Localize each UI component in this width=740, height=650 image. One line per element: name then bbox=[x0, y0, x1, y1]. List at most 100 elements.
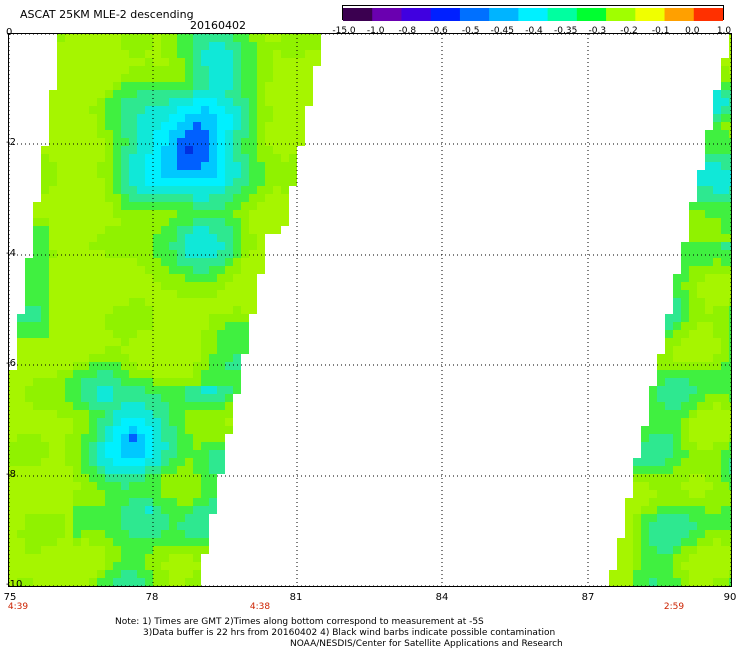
swath-cell bbox=[57, 490, 65, 498]
swath-cell bbox=[81, 498, 89, 506]
swath-cell bbox=[673, 410, 681, 418]
swath-cell bbox=[625, 514, 633, 522]
swath-cell bbox=[113, 498, 121, 506]
swath-cell bbox=[161, 514, 169, 522]
swath-cell bbox=[193, 562, 201, 570]
swath-cell bbox=[249, 122, 257, 130]
swath-cell bbox=[129, 410, 137, 418]
swath-cell bbox=[89, 330, 97, 338]
swath-cell bbox=[153, 98, 161, 106]
swath-cell bbox=[721, 386, 729, 394]
swath-cell bbox=[673, 394, 681, 402]
swath-cell bbox=[57, 194, 65, 202]
swath-cell bbox=[129, 314, 137, 322]
colorbar-tick-label: -0.5 bbox=[461, 26, 480, 36]
swath-cell bbox=[297, 34, 305, 42]
swath-cell bbox=[729, 242, 731, 250]
swath-cell bbox=[689, 250, 697, 258]
swath-cell bbox=[201, 66, 209, 74]
swath-cell bbox=[249, 146, 257, 154]
swath-cell bbox=[169, 402, 177, 410]
swath-cell bbox=[705, 266, 713, 274]
swath-cell bbox=[97, 106, 105, 114]
swath-cell bbox=[105, 186, 113, 194]
swath-cell bbox=[257, 226, 265, 234]
swath-cell bbox=[145, 202, 153, 210]
swath-cell bbox=[33, 490, 41, 498]
swath-cell bbox=[17, 362, 25, 370]
swath-cell bbox=[289, 106, 297, 114]
swath-cell bbox=[129, 562, 137, 570]
swath-cell bbox=[153, 242, 161, 250]
swath-cell bbox=[81, 570, 89, 578]
swath-cell bbox=[129, 170, 137, 178]
swath-cell bbox=[121, 362, 129, 370]
swath-cell bbox=[73, 490, 81, 498]
swath-cell bbox=[193, 282, 201, 290]
swath-cell bbox=[177, 322, 185, 330]
swath-cell bbox=[225, 186, 233, 194]
swath-cell bbox=[129, 402, 137, 410]
swath-cell bbox=[33, 514, 41, 522]
swath-cell bbox=[129, 450, 137, 458]
swath-cell bbox=[129, 154, 137, 162]
swath-cell bbox=[97, 202, 105, 210]
swath-cell bbox=[65, 330, 73, 338]
swath-cell bbox=[201, 426, 209, 434]
swath-cell bbox=[217, 346, 225, 354]
swath-cell bbox=[233, 122, 241, 130]
swath-cell bbox=[681, 514, 689, 522]
swath-cell bbox=[153, 546, 161, 554]
swath-cell bbox=[121, 466, 129, 474]
swath-cell bbox=[129, 370, 137, 378]
swath-cell bbox=[113, 298, 121, 306]
swath-cell bbox=[161, 330, 169, 338]
swath-cell bbox=[217, 370, 225, 378]
swath-cell bbox=[97, 90, 105, 98]
swath-cell bbox=[137, 410, 145, 418]
swath-cell bbox=[241, 274, 249, 282]
swath-cell bbox=[113, 482, 121, 490]
swath-cell bbox=[57, 282, 65, 290]
swath-cell bbox=[65, 538, 73, 546]
swath-cell bbox=[713, 386, 721, 394]
swath-cell bbox=[185, 226, 193, 234]
swath-cell bbox=[721, 362, 729, 370]
swath-cell bbox=[225, 426, 233, 434]
swath-cell bbox=[705, 546, 713, 554]
swath-cell bbox=[721, 138, 729, 146]
swath-cell bbox=[129, 282, 137, 290]
swath-cell bbox=[697, 506, 705, 514]
swath-cell bbox=[217, 410, 225, 418]
swath-cell bbox=[33, 242, 41, 250]
swath-cell bbox=[617, 570, 625, 578]
swath-cell bbox=[169, 42, 177, 50]
swath-cell bbox=[97, 138, 105, 146]
swath-cell bbox=[697, 226, 705, 234]
swath-cell bbox=[113, 58, 121, 66]
swath-cell bbox=[729, 218, 731, 226]
swath-cell bbox=[49, 474, 57, 482]
swath-cell bbox=[265, 90, 273, 98]
swath-cell bbox=[201, 106, 209, 114]
swath-cell bbox=[657, 434, 665, 442]
swath-cell bbox=[257, 138, 265, 146]
swath-cell bbox=[81, 474, 89, 482]
swath-cell bbox=[121, 266, 129, 274]
swath-cell bbox=[689, 450, 697, 458]
swath-cell bbox=[209, 82, 217, 90]
swath-cell bbox=[241, 42, 249, 50]
swath-cell bbox=[153, 402, 161, 410]
swath-cell bbox=[201, 186, 209, 194]
swath-cell bbox=[161, 74, 169, 82]
swath-cell bbox=[89, 162, 97, 170]
swath-cell bbox=[705, 338, 713, 346]
swath-cell bbox=[41, 434, 49, 442]
swath-cell bbox=[201, 34, 209, 42]
map-plot[interactable] bbox=[8, 33, 732, 587]
swath-cell bbox=[65, 426, 73, 434]
swath-cell bbox=[161, 90, 169, 98]
swath-cell bbox=[665, 346, 673, 354]
swath-cell bbox=[721, 330, 729, 338]
swath-cell bbox=[65, 266, 73, 274]
